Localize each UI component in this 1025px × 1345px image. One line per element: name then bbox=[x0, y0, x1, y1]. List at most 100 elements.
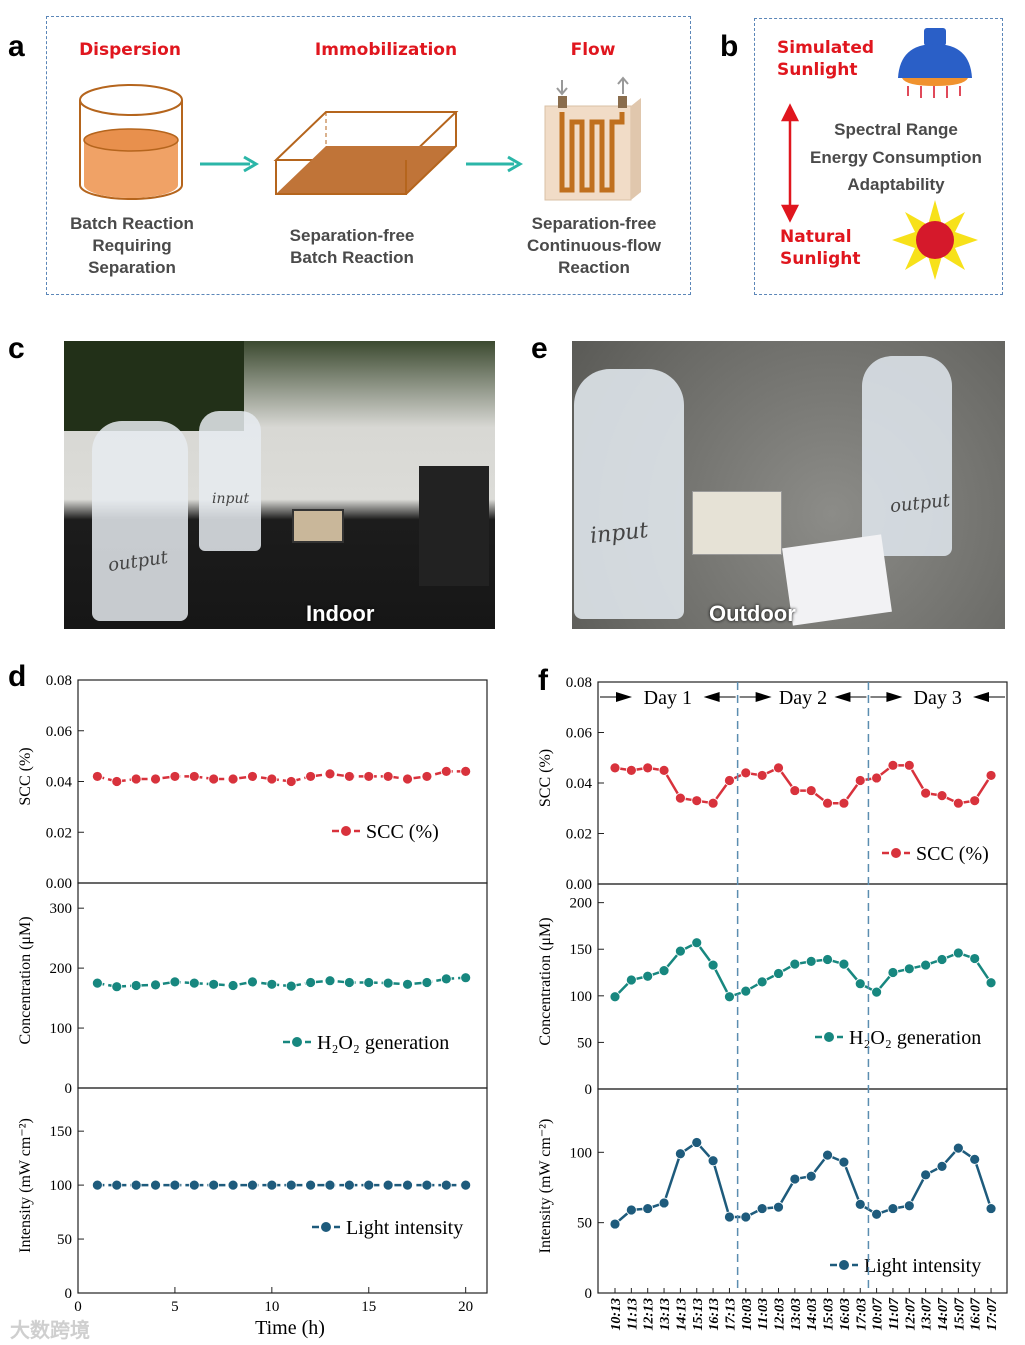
y-tick-label: 0.02 bbox=[46, 825, 72, 841]
data-point bbox=[440, 765, 452, 777]
legend-label: SCC (%) bbox=[916, 843, 989, 865]
caption-line: Separation-free bbox=[289, 226, 415, 245]
criteria-list: Spectral Range Energy Consumption Adapta… bbox=[810, 116, 982, 199]
data-point bbox=[740, 767, 752, 779]
data-point bbox=[969, 953, 981, 964]
subplot-light-intensity: 0 50 100 Intensity (mW cm⁻²) Light intensity bbox=[537, 1088, 1008, 1302]
data-point bbox=[440, 973, 452, 985]
x-tick-label: 11:07 bbox=[887, 1297, 902, 1330]
data-point bbox=[305, 1179, 317, 1191]
x-tick-label: 17:07 bbox=[985, 1297, 1000, 1331]
data-point bbox=[903, 759, 915, 771]
x-tick-label: 16:13 bbox=[707, 1298, 722, 1331]
y-tick-label: 0.02 bbox=[566, 827, 592, 843]
x-tick-label: 10:03 bbox=[740, 1298, 755, 1331]
data-point bbox=[208, 773, 220, 785]
data-point bbox=[227, 980, 239, 991]
data-point bbox=[150, 979, 161, 991]
data-point bbox=[227, 773, 239, 785]
x-tick-label: 11:03 bbox=[756, 1298, 771, 1330]
data-point bbox=[756, 976, 768, 988]
data-point bbox=[247, 976, 258, 988]
legend-label: SCC (%) bbox=[366, 821, 439, 843]
legend-marker bbox=[292, 1037, 302, 1047]
data-point bbox=[871, 986, 882, 998]
watermark: 大数跨境 bbox=[10, 1318, 90, 1342]
legend-label: Light intensity bbox=[346, 1217, 463, 1239]
x-tick-label: 14:03 bbox=[805, 1298, 820, 1331]
data-point bbox=[285, 980, 297, 992]
data-point bbox=[324, 768, 336, 780]
y-tick-label: 50 bbox=[57, 1232, 72, 1248]
legend-h2o2: H₂O₂ generation bbox=[815, 1027, 981, 1049]
data-point bbox=[130, 773, 142, 785]
output-bottle bbox=[862, 356, 952, 556]
data-point bbox=[111, 776, 123, 787]
x-tick-label: 16:03 bbox=[838, 1298, 853, 1331]
data-point bbox=[920, 787, 932, 799]
data-point bbox=[871, 772, 882, 784]
arrow-icon bbox=[200, 155, 259, 173]
data-point bbox=[675, 1148, 686, 1160]
caption-line: Continuous-flow bbox=[526, 236, 662, 255]
data-point bbox=[969, 795, 981, 807]
data-point bbox=[460, 972, 472, 984]
data-point bbox=[421, 771, 433, 782]
legend-scc: SCC (%) bbox=[332, 821, 439, 843]
x-tick-label: 12:07 bbox=[903, 1297, 918, 1331]
pump-device bbox=[292, 509, 344, 543]
data-point bbox=[691, 795, 703, 807]
arrow-left-icon bbox=[703, 692, 720, 702]
data-point bbox=[402, 978, 413, 990]
data-point bbox=[609, 991, 621, 1003]
data-point bbox=[658, 965, 670, 977]
x-tick-label: 11:13 bbox=[625, 1298, 640, 1330]
data-point bbox=[822, 797, 833, 809]
data-point bbox=[756, 1203, 768, 1214]
day-range-3: Day 3 bbox=[870, 687, 1005, 709]
y-tick-label: 0.00 bbox=[46, 876, 72, 892]
legend-label: H₂O₂ generation bbox=[849, 1027, 981, 1049]
data-point bbox=[188, 771, 200, 782]
legend-marker bbox=[321, 1222, 331, 1232]
y-tick-label: 0 bbox=[65, 1081, 73, 1097]
data-point bbox=[324, 975, 336, 987]
data-point bbox=[789, 785, 801, 796]
y-tick-label: 100 bbox=[50, 1021, 73, 1037]
data-point bbox=[382, 1179, 394, 1191]
data-point bbox=[675, 945, 686, 957]
y-tick-label: 0.00 bbox=[566, 877, 592, 893]
x-tick-label: 13:07 bbox=[920, 1297, 935, 1331]
panel-label-d: d bbox=[8, 660, 27, 693]
data-point bbox=[382, 771, 394, 782]
panel-b-illustrations bbox=[780, 28, 978, 280]
data-point bbox=[266, 978, 278, 990]
data-point bbox=[169, 976, 181, 988]
data-point bbox=[188, 977, 200, 989]
criterion: Energy Consumption bbox=[810, 147, 982, 167]
panel-label-e: e bbox=[531, 332, 548, 365]
data-point bbox=[887, 1203, 899, 1214]
label-line: Sunlight bbox=[780, 249, 861, 269]
legend-light-intensity: Light intensity bbox=[312, 1217, 463, 1239]
step-title-flow: Flow bbox=[570, 40, 616, 60]
legend-label: H₂O₂ generation bbox=[317, 1032, 449, 1054]
y-tick-label: 0 bbox=[585, 1082, 593, 1098]
data-point bbox=[871, 1208, 882, 1220]
step-title-dispersion: Dispersion bbox=[79, 40, 181, 60]
arrow-left-icon bbox=[834, 692, 851, 702]
legend-h2o2: H₂O₂ generation bbox=[283, 1032, 449, 1054]
data-point bbox=[724, 991, 735, 1003]
tray-icon bbox=[273, 111, 459, 195]
data-point bbox=[402, 773, 413, 785]
data-point bbox=[324, 1179, 336, 1191]
data-point bbox=[285, 776, 297, 787]
y-tick-label: 0.08 bbox=[566, 675, 592, 691]
x-tick-label: 15:03 bbox=[822, 1298, 837, 1331]
data-point bbox=[920, 959, 932, 971]
x-tick-label: 12:13 bbox=[642, 1298, 657, 1331]
day-label: Day 2 bbox=[779, 687, 827, 709]
data-point bbox=[305, 771, 317, 782]
